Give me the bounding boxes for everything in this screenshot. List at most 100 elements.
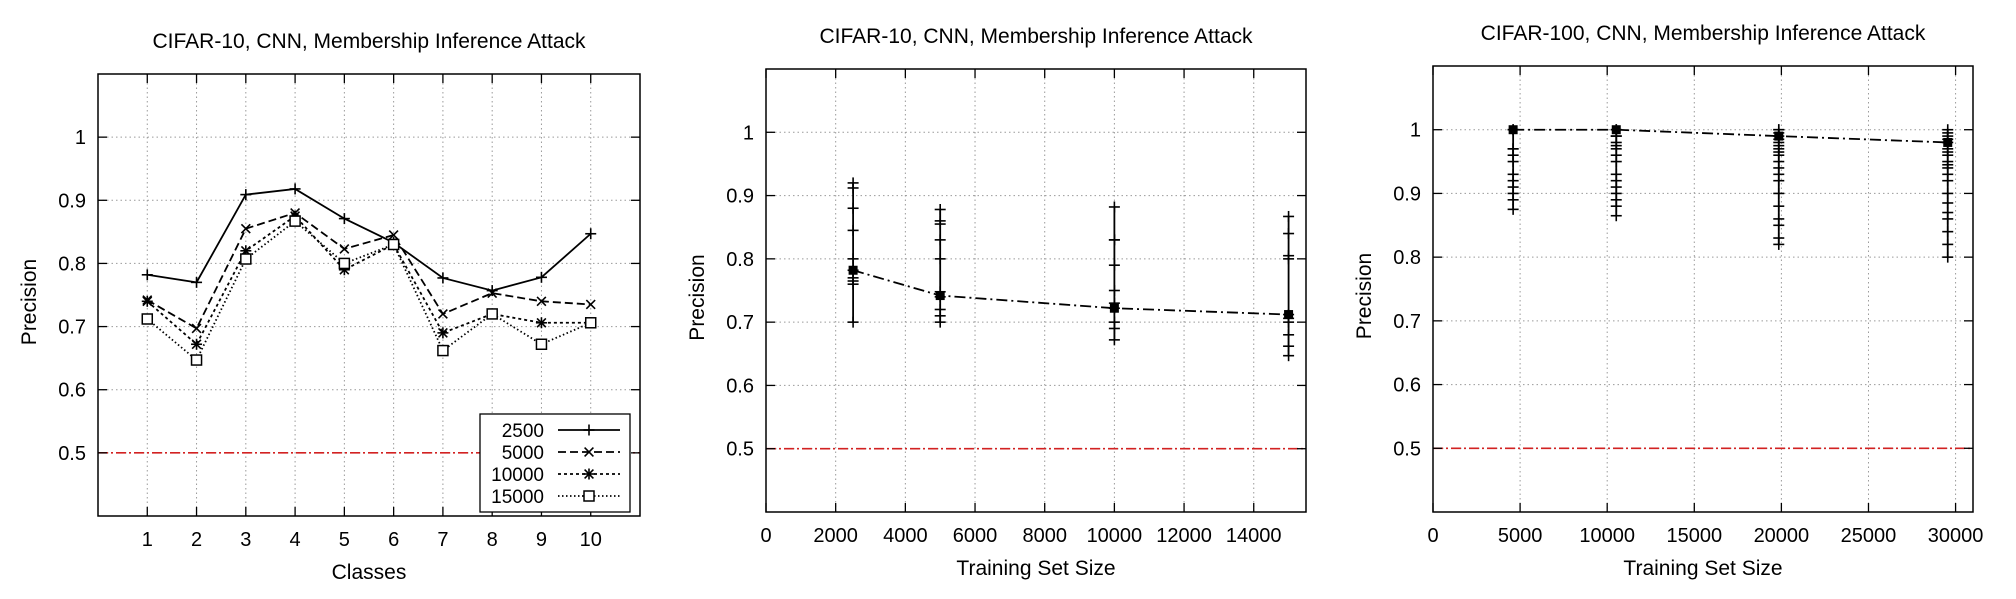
chart-2-class-point-1-2 [934,234,946,246]
chart-3-class-point-3-10 [1942,187,1954,199]
chart-2-class-point-2-2 [1108,259,1120,271]
chart-1-point-1-1-d2 [191,323,202,334]
chart-2-class-point-3-9 [1283,350,1295,362]
chart-2-class-point-2-8 [1108,334,1120,346]
chart-1-legend-label-0: 2500 [502,421,544,442]
chart-1-xtick-label-6: 7 [437,529,448,551]
chart-2-ytick-label-2: 0.7 [726,312,754,334]
chart-1-xtick-label-9: 10 [580,529,602,551]
chart-1-point-0-0 [141,269,153,281]
chart-1-point-2-1 [191,338,203,350]
chart-3-class-point-2-10 [1773,175,1785,187]
chart-3-class-point-2-16 [1773,238,1785,250]
chart-2-class-point-1-0 [934,203,946,215]
chart-1-legend-marker-1 [584,447,594,457]
chart-1-point-0-1 [191,276,203,288]
chart-1-point-2-8 [535,317,547,329]
chart-1-point-3-1 [190,354,203,366]
chart-2-class-point-0-3 [847,224,859,236]
chart-2-xtick-label-0: 0 [760,525,771,547]
chart-3-xtick-label-5: 25000 [1841,525,1897,547]
chart-1-point-3-3-sq [289,215,301,227]
chart-3-xtick-label-6: 30000 [1928,525,1984,547]
chart-3-frame [1432,65,1974,513]
chart-3-ticks: 0.5 0.6 0.7 0.8 0.9 1 0 5000 10000 15000 20000 2500… [1393,66,1983,547]
chart-3-ytick-label-4: 0.9 [1393,183,1421,205]
chart-3-ytick-label-5: 1 [1410,120,1421,142]
chart-3-ytick-label-0: 0.5 [1393,438,1421,460]
chart-3-data [1507,124,1954,263]
chart-1-point-1-7-d2 [487,288,498,299]
chart-1-xtick-label-2: 3 [240,529,251,551]
chart-1-point-0-9 [585,228,597,240]
chart-2-grid [766,69,1306,512]
chart-1-xtick-label-4: 5 [339,529,350,551]
chart-2-xtick-label-6: 12000 [1156,525,1212,547]
chart-1-point-0-6 [437,272,449,284]
chart-3-title: CIFAR-100, CNN, Membership Inference Att… [1481,22,1926,45]
chart-2-title: CIFAR-10, CNN, Membership Inference Atta… [820,25,1253,48]
chart-3-mean-point-2 [1774,131,1784,141]
chart-1-point-1-9 [585,299,596,310]
chart-1-point-1-4-d2 [339,243,350,254]
chart-1-ytick-label-0: 0.5 [58,443,86,465]
chart-1-point-1-4 [339,243,350,254]
chart-3-ytick-label-3: 0.8 [1393,247,1421,269]
chart-1-point-3-0-sq [141,313,154,325]
chart-1-point-3-0 [141,313,154,325]
chart-1-point-3-5 [387,238,400,251]
chart-1-x-axis-label: Classes [332,561,407,584]
chart-3: 0.5 0.6 0.7 0.8 0.9 1 0 5000 10000 15000 20000 2500… [1353,22,1983,580]
chart-3-class-point-3-19 [1942,159,1954,171]
chart-1-point-0-4 [338,213,350,225]
chart-2-mean-point-0 [848,265,858,275]
chart-1-point-3-9 [584,317,597,329]
chart-3-mean-point-3-fsq [1943,137,1953,147]
chart-3-mean-point-0-fsq [1508,125,1518,135]
chart-1-point-2-0 [141,295,153,307]
chart-1-ytick-label-2: 0.7 [58,317,86,339]
chart-3-ytick-label-1: 0.6 [1393,375,1421,397]
chart-1-point-0-2 [240,189,252,201]
chart-2-class-point-0-9 [847,316,859,328]
chart-1-point-3-1-sq [190,354,203,366]
chart-1-series-line-0 [147,187,592,292]
chart-3-mean-point-1 [1611,125,1621,135]
chart-1-series-line-2 [146,214,591,346]
chart-1-data [141,183,597,366]
chart-2-xtick-label-7: 14000 [1226,525,1282,547]
chart-3-xtick-label-0: 0 [1427,525,1438,547]
chart-1-point-2-6-d2 [437,327,448,338]
chart-3-class-point-3-9 [1942,175,1954,187]
chart-3-class-point-0-11 [1507,149,1519,161]
chart-3-class-point-3-18 [1942,146,1954,158]
chart-1-point-3-6-sq [437,344,449,357]
chart-2-ytick-label-4: 0.9 [726,186,754,208]
chart-3-xtick-label-3: 15000 [1666,525,1722,547]
chart-1-point-1-2-d2 [240,223,251,234]
chart-3-class-point-1-12 [1610,200,1622,212]
chart-1-point-1-5-d2 [388,230,399,240]
chart-3-class-point-3-14 [1942,226,1954,238]
chart-3-class-point-0-8 [1507,194,1519,206]
chart-1-legend-label-3: 15000 [491,487,544,508]
chart-2-class-point-1-3 [934,253,946,265]
chart-2-class-point-1-8 [934,316,946,328]
chart-2-mean-point-3-fsq [1284,310,1294,320]
chart-1-point-3-8-sq [535,338,548,351]
chart-2-y-axis-label: Precision [686,254,709,340]
chart-1-legend-marker-0 [583,424,595,436]
chart-1-point-1-2 [240,223,251,234]
chart-2-class-point-3-7 [1283,329,1295,341]
chart-3-class-point-2-14 [1773,219,1785,231]
chart-1-point-0-8 [535,271,547,283]
chart-1-point-3-4 [338,257,351,270]
chart-2-class-point-3-3 [1283,253,1295,265]
chart-1-xtick-label-7: 8 [487,529,498,551]
chart-1-point-1-6-d2 [437,308,448,319]
chart-3-class-point-3-11 [1942,197,1954,209]
chart-1-point-1-8-d2 [536,296,547,307]
chart-1-point-3-7 [486,308,498,320]
chart-1-point-0-3 [289,183,301,195]
